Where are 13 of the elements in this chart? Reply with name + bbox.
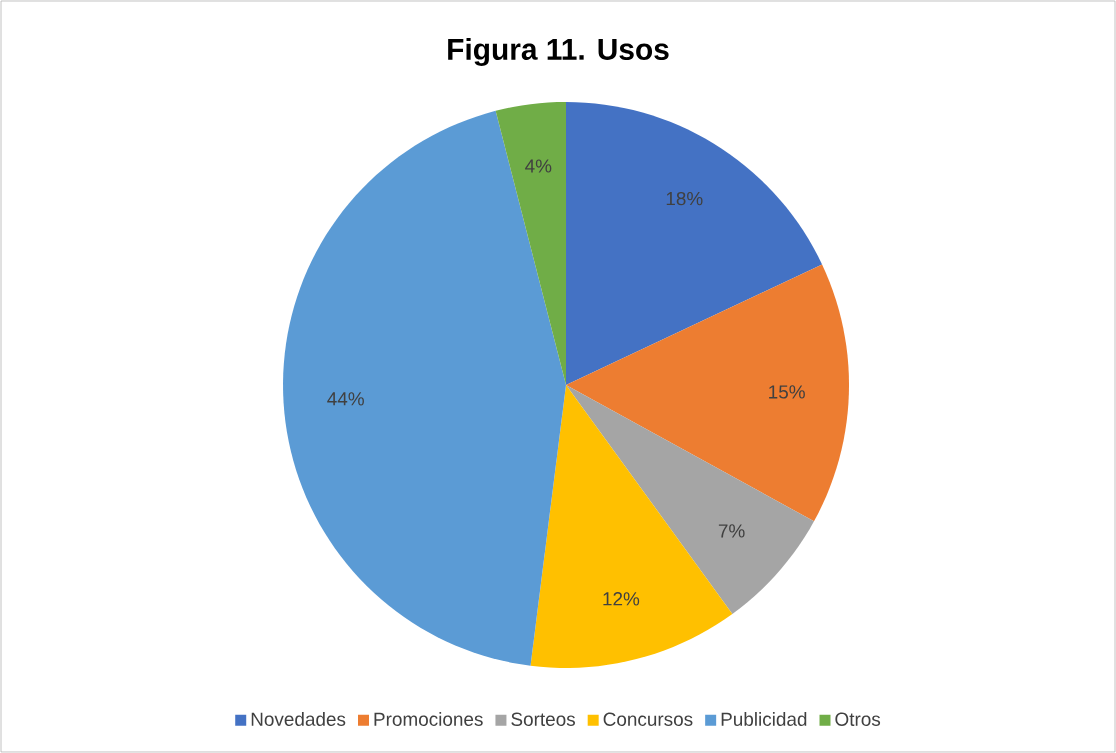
legend-label: Sorteos [511,712,575,726]
data-label: 15% [769,385,805,399]
legend-label: Publicidad [721,712,807,726]
data-label: 18% [666,191,703,206]
legend-label: Concursos [603,712,693,726]
data-label: 7% [718,524,745,538]
data-label: 12% [603,592,640,606]
legend-label: Promociones [374,712,483,726]
data-label: 44% [327,392,364,406]
data-label: 4% [525,159,552,173]
chart-title: Figura 11. Usos [448,37,669,66]
legend-label: Novedades [251,712,346,726]
legend-label: Otros [835,712,881,726]
